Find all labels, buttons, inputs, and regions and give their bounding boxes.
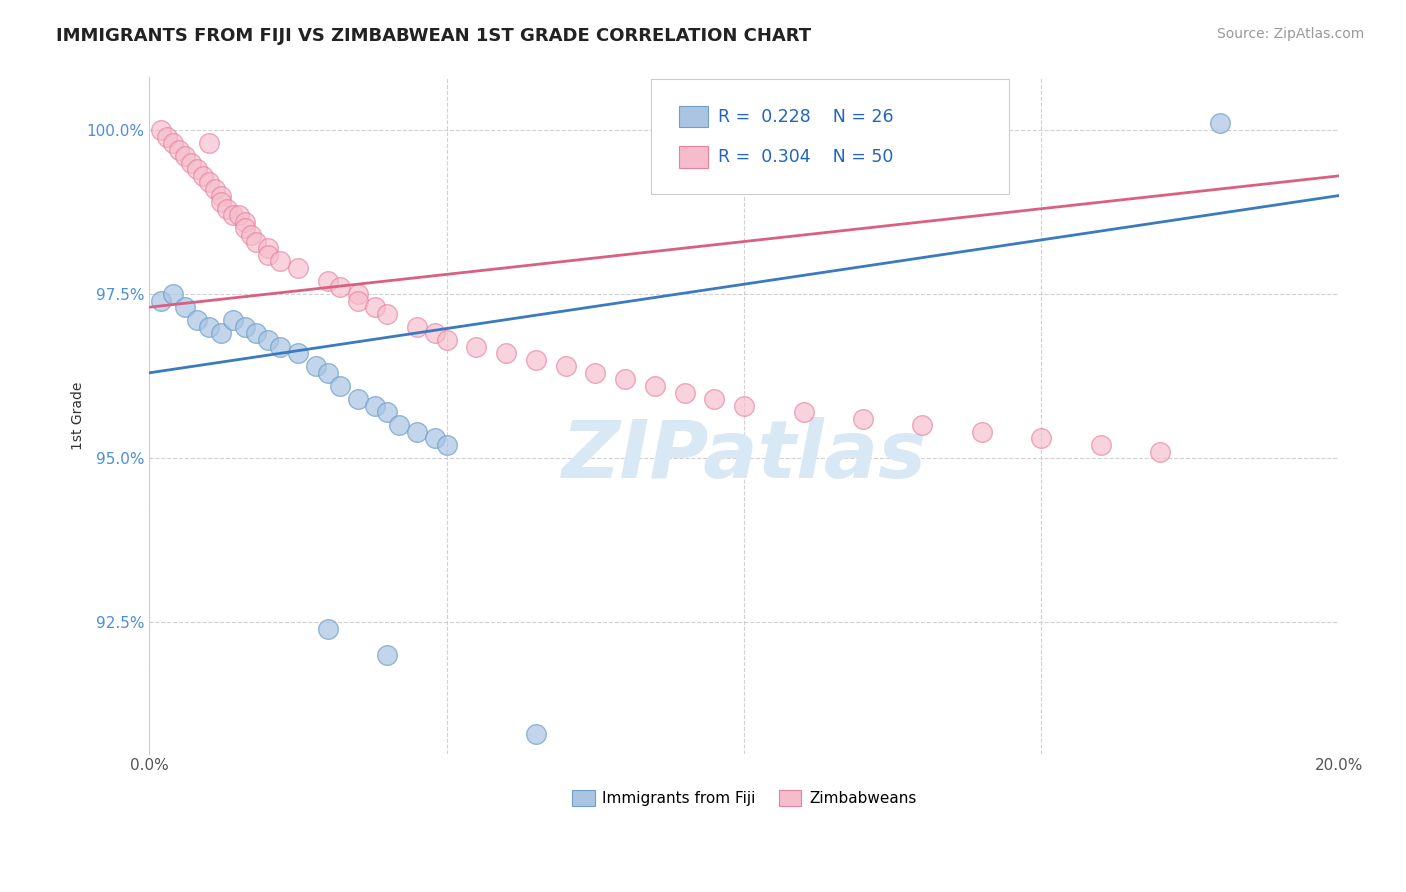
Point [287,260,309,275]
Point [375,307,398,321]
Point [346,293,368,308]
Point [406,425,429,439]
Point [228,208,250,222]
Point [329,280,352,294]
Point [198,176,221,190]
Text: Source: ZipAtlas.com: Source: ZipAtlas.com [1216,27,1364,41]
Point [316,622,339,636]
Point [150,123,173,137]
Point [388,418,411,433]
Point [316,366,339,380]
Point [162,136,184,150]
Point [209,195,232,210]
Point [269,340,291,354]
Point [495,346,517,360]
Point [554,359,576,374]
Bar [679,146,709,168]
Point [524,352,547,367]
Point [1031,432,1053,446]
Point [209,326,232,341]
Point [174,149,197,163]
Point [423,326,446,341]
Point [221,208,243,222]
Point [1149,444,1171,458]
Point [287,346,309,360]
Bar [679,106,709,128]
Point [911,418,934,433]
Point [346,392,368,406]
Point [852,411,875,425]
Point [186,313,208,327]
Point [204,182,226,196]
Y-axis label: 1st Grade: 1st Grade [72,381,86,450]
Point [673,385,696,400]
Point [156,129,179,144]
Point [583,366,606,380]
Point [329,379,352,393]
Point [257,333,280,347]
Point [465,340,488,354]
Point [233,319,256,334]
Point [364,300,387,314]
Point [269,254,291,268]
Text: R =  0.304    N = 50: R = 0.304 N = 50 [718,148,893,166]
Point [198,136,221,150]
Point [180,155,202,169]
Point [364,399,387,413]
Point [233,221,256,235]
Point [150,293,173,308]
Point [191,169,214,183]
Point [174,300,197,314]
Point [436,333,458,347]
Point [221,313,243,327]
Point [233,215,256,229]
Point [792,405,814,419]
Point [614,372,637,386]
Point [1209,116,1232,130]
Point [406,319,429,334]
Point [733,399,755,413]
Point [162,287,184,301]
Text: R =  0.228    N = 26: R = 0.228 N = 26 [718,108,894,126]
Point [305,359,328,374]
Point [644,379,666,393]
Legend: Immigrants from Fiji, Zimbabweans: Immigrants from Fiji, Zimbabweans [564,782,924,814]
Point [215,202,238,216]
Text: ZIPatlas: ZIPatlas [561,417,927,495]
Point [703,392,725,406]
Point [239,227,262,242]
Point [198,319,221,334]
Point [209,188,232,202]
Text: IMMIGRANTS FROM FIJI VS ZIMBABWEAN 1ST GRADE CORRELATION CHART: IMMIGRANTS FROM FIJI VS ZIMBABWEAN 1ST G… [56,27,811,45]
Point [436,438,458,452]
Point [524,727,547,741]
Point [346,287,368,301]
Point [245,235,267,249]
Point [970,425,993,439]
FancyBboxPatch shape [651,78,1010,194]
Point [375,405,398,419]
Point [1090,438,1112,452]
Point [186,162,208,177]
Point [257,247,280,261]
Point [245,326,267,341]
Point [316,274,339,288]
Point [257,241,280,255]
Point [375,648,398,662]
Point [167,143,190,157]
Point [423,432,446,446]
